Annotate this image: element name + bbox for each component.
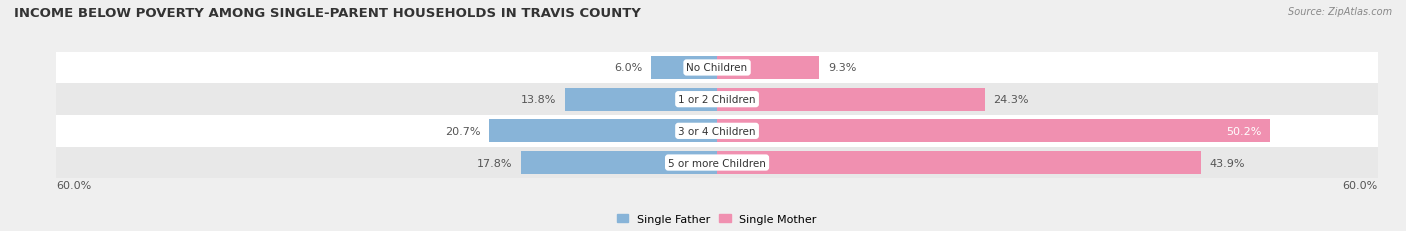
Text: 13.8%: 13.8% <box>520 95 557 105</box>
Bar <box>717 120 1270 143</box>
Text: 1 or 2 Children: 1 or 2 Children <box>678 95 756 105</box>
Text: 9.3%: 9.3% <box>828 63 856 73</box>
Text: 3 or 4 Children: 3 or 4 Children <box>678 126 756 136</box>
Text: 60.0%: 60.0% <box>56 180 91 190</box>
Bar <box>489 120 717 143</box>
Text: INCOME BELOW POVERTY AMONG SINGLE-PARENT HOUSEHOLDS IN TRAVIS COUNTY: INCOME BELOW POVERTY AMONG SINGLE-PARENT… <box>14 7 641 20</box>
Text: 17.8%: 17.8% <box>477 158 512 168</box>
Bar <box>717 152 1201 174</box>
Bar <box>717 88 984 111</box>
Text: 20.7%: 20.7% <box>444 126 481 136</box>
Text: 6.0%: 6.0% <box>614 63 643 73</box>
Bar <box>522 152 717 174</box>
Bar <box>56 84 1378 116</box>
Text: 50.2%: 50.2% <box>1226 126 1261 136</box>
Text: 60.0%: 60.0% <box>1343 180 1378 190</box>
Text: Source: ZipAtlas.com: Source: ZipAtlas.com <box>1288 7 1392 17</box>
Text: 24.3%: 24.3% <box>994 95 1029 105</box>
Text: 43.9%: 43.9% <box>1209 158 1244 168</box>
Bar <box>56 147 1378 179</box>
Bar <box>651 57 717 79</box>
Bar <box>565 88 717 111</box>
Text: No Children: No Children <box>686 63 748 73</box>
Bar <box>717 57 820 79</box>
Bar <box>56 116 1378 147</box>
Bar <box>56 52 1378 84</box>
Text: 5 or more Children: 5 or more Children <box>668 158 766 168</box>
Legend: Single Father, Single Mother: Single Father, Single Mother <box>617 214 817 224</box>
